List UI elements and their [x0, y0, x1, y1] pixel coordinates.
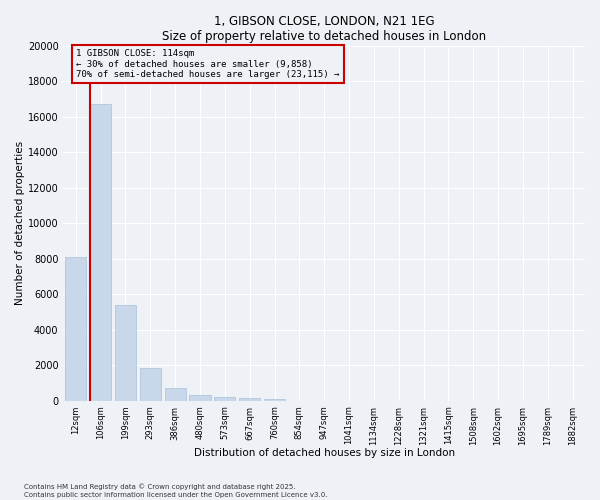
X-axis label: Distribution of detached houses by size in London: Distribution of detached houses by size … [194, 448, 455, 458]
Bar [65, 257, 86, 400]
Bar [164, 388, 186, 400]
Y-axis label: Number of detached properties: Number of detached properties [15, 141, 25, 305]
Bar [140, 368, 161, 400]
Bar [90, 104, 111, 401]
Bar [190, 396, 211, 400]
Title: 1, GIBSON CLOSE, LONDON, N21 1EG
Size of property relative to detached houses in: 1, GIBSON CLOSE, LONDON, N21 1EG Size of… [162, 15, 486, 43]
Bar [239, 398, 260, 400]
Bar [264, 399, 285, 400]
Bar [214, 397, 235, 400]
Text: Contains HM Land Registry data © Crown copyright and database right 2025.
Contai: Contains HM Land Registry data © Crown c… [24, 484, 328, 498]
Text: 1 GIBSON CLOSE: 114sqm
← 30% of detached houses are smaller (9,858)
70% of semi-: 1 GIBSON CLOSE: 114sqm ← 30% of detached… [76, 49, 340, 79]
Bar [115, 305, 136, 400]
